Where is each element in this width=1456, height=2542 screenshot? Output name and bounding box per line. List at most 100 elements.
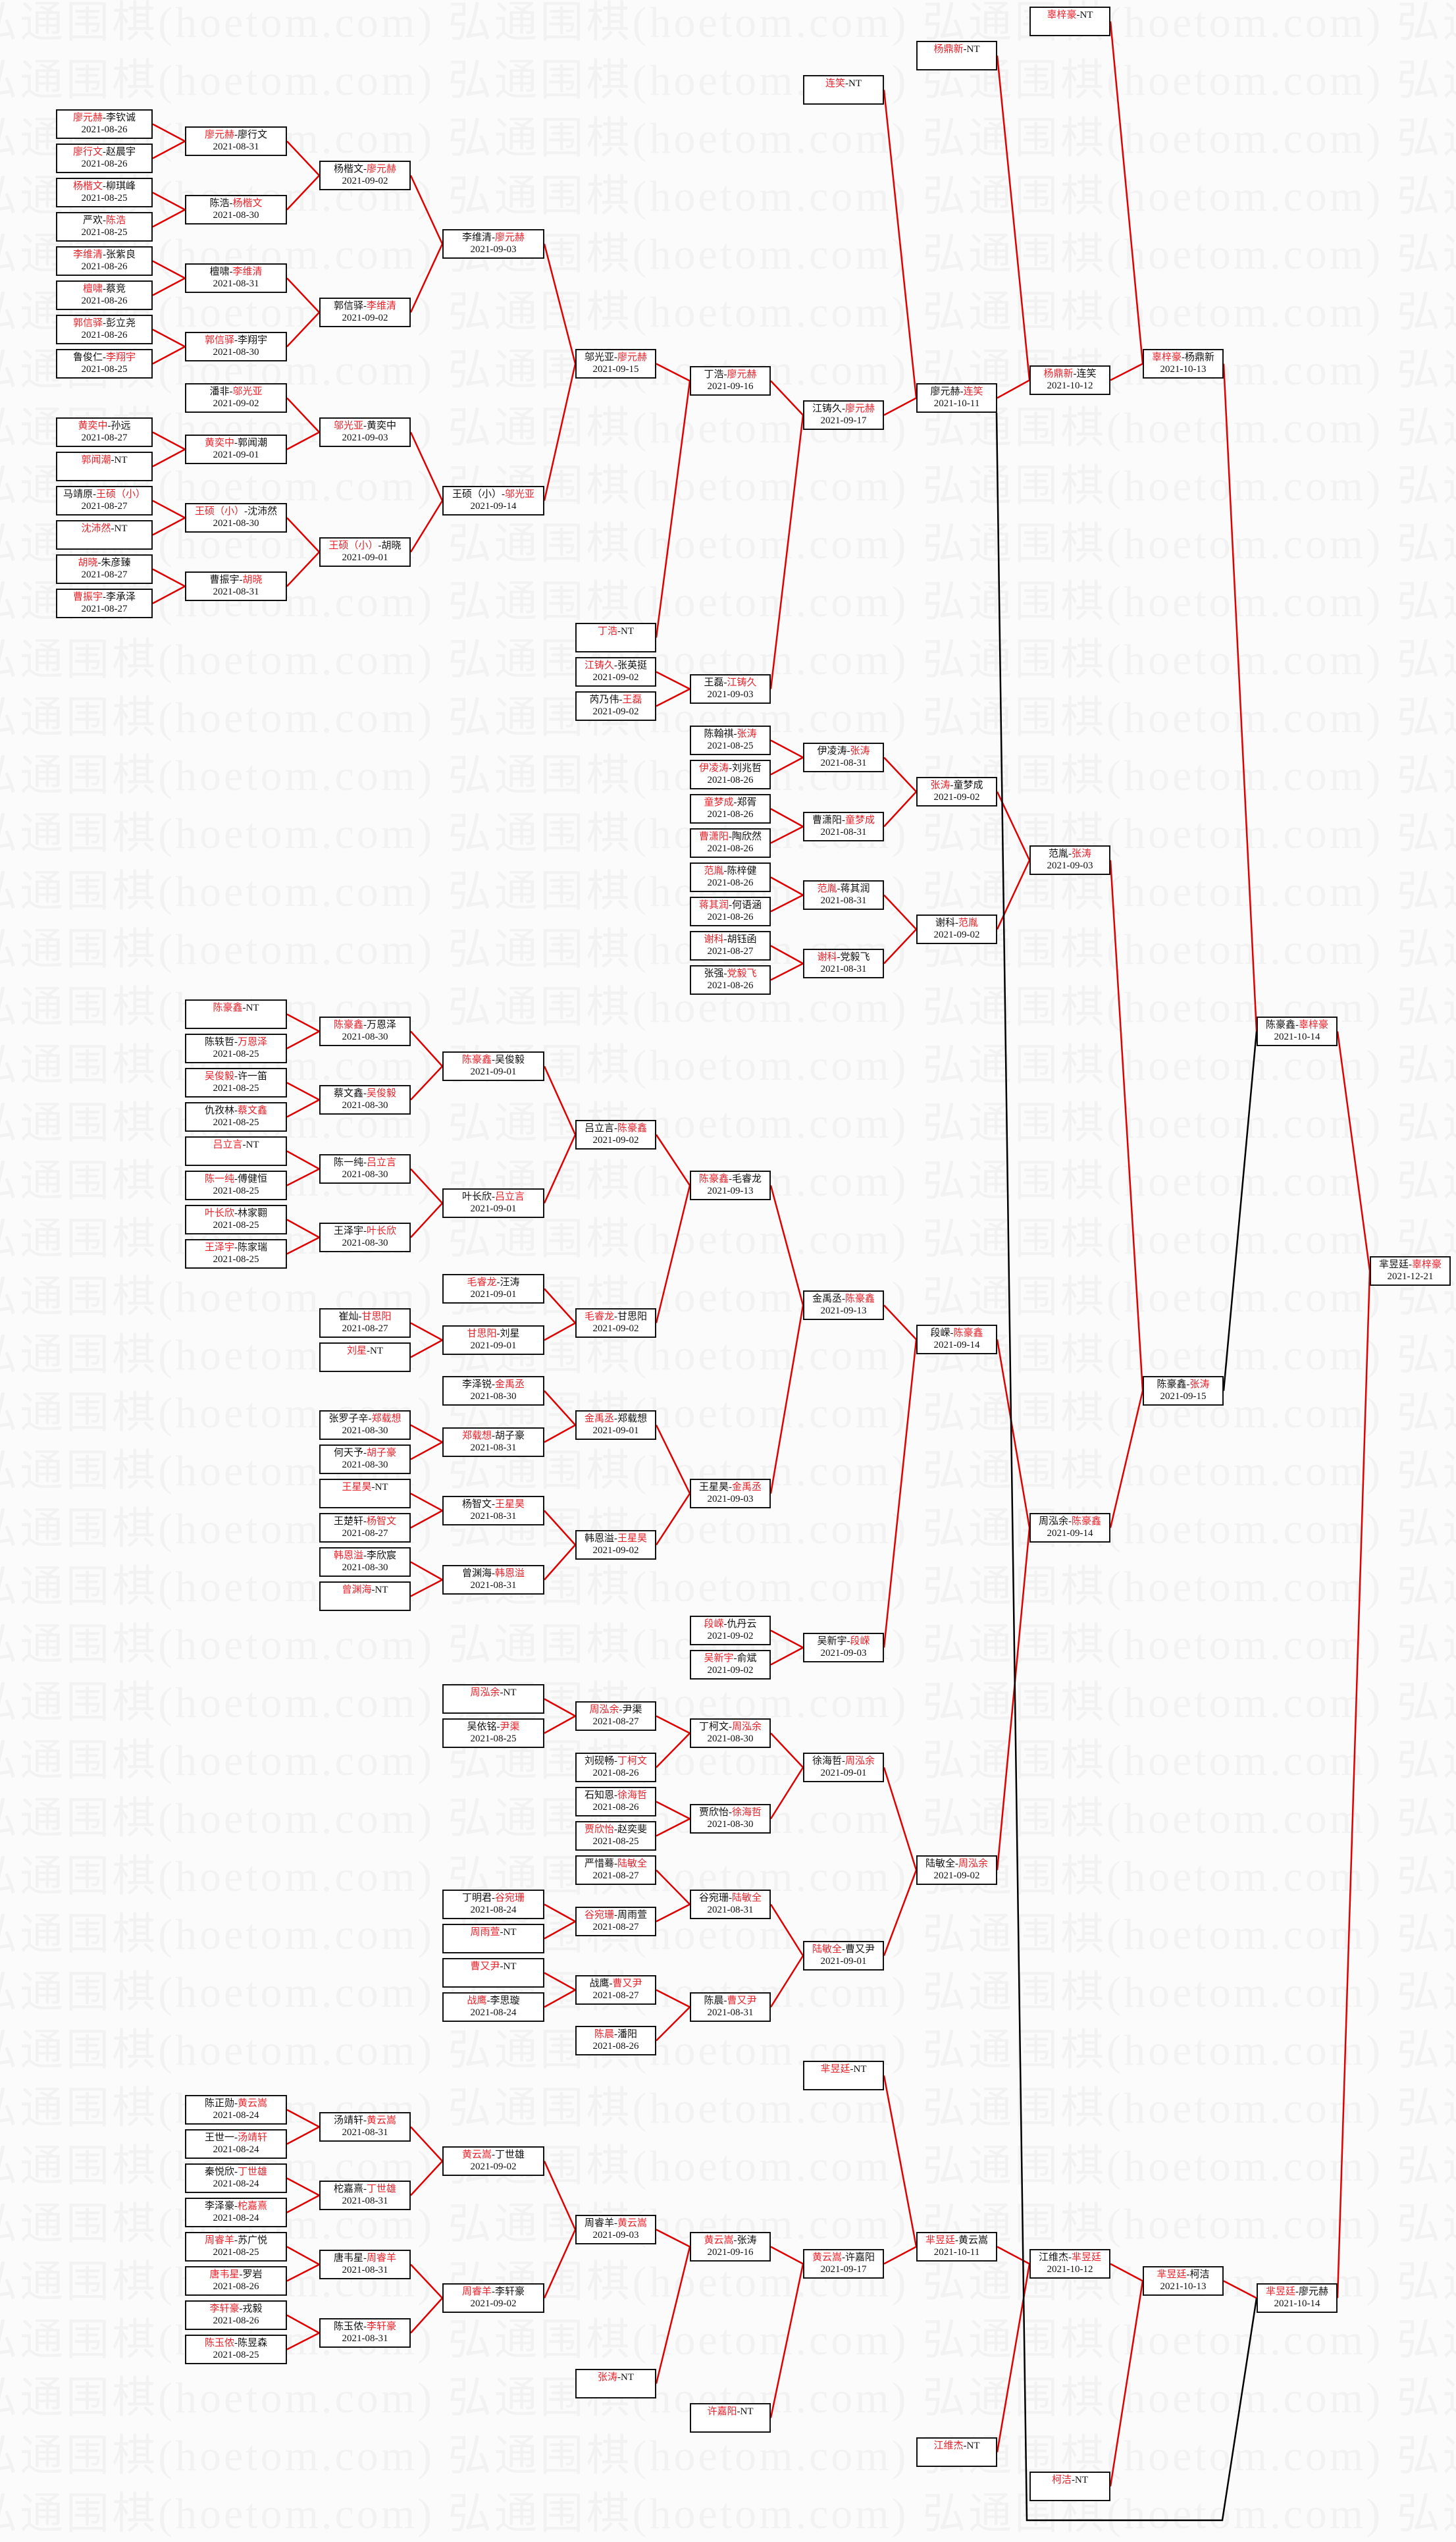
match-box[interactable]: 周泓余-尹渠 2021-08-27 <box>575 1701 656 1731</box>
bye-box[interactable]: 曾渊海-NT <box>319 1581 411 1611</box>
match-box[interactable]: 张强-党毅飞 2021-08-26 <box>690 965 771 995</box>
match-box[interactable]: 蒋其润-何语涵 2021-08-26 <box>690 897 771 926</box>
bye-box[interactable]: 郭闻潮-NT <box>56 452 153 481</box>
match-box[interactable]: 陈翰祺-张涛 2021-08-25 <box>690 726 771 755</box>
bye-box[interactable]: 周泓余-NT <box>442 1684 544 1714</box>
match-box[interactable]: 廖元赫-李钦诚 2021-08-26 <box>56 109 153 139</box>
match-box[interactable]: 李泽锐-金禹丞 2021-08-30 <box>442 1376 544 1406</box>
bye-box[interactable]: 沈沛然-NT <box>56 520 153 550</box>
match-box[interactable]: 王泽宇-陈家瑞 2021-08-25 <box>185 1239 287 1269</box>
match-box[interactable]: 周泓余-陈豪鑫 2021-09-14 <box>1029 1513 1110 1543</box>
match-box[interactable]: 吴新宇-段嵘 2021-09-03 <box>803 1633 884 1662</box>
match-box[interactable]: 陈豪鑫-吴俊毅 2021-09-01 <box>442 1051 544 1081</box>
match-box[interactable]: 韩恩溢-李欣宸 2021-08-30 <box>319 1547 411 1577</box>
match-box[interactable]: 徐海哲-周泓余 2021-09-01 <box>803 1753 884 1782</box>
match-box[interactable]: 王世一-汤靖轩 2021-08-24 <box>185 2129 287 2159</box>
match-box[interactable]: 战鹰-李思璇 2021-08-24 <box>442 1992 544 2022</box>
match-box[interactable]: 叶长欣-林家翾 2021-08-25 <box>185 1205 287 1234</box>
match-box[interactable]: 芈昱廷-辜梓豪 2021-12-21 <box>1370 1256 1451 1286</box>
match-box[interactable]: 李维清-张紫良 2021-08-26 <box>56 246 153 276</box>
match-box[interactable]: 韩恩溢-王星昊 2021-09-02 <box>575 1530 656 1560</box>
match-box[interactable]: 曹潇阳-陶欣然 2021-08-26 <box>690 828 771 858</box>
bye-box[interactable]: 张涛-NT <box>575 2369 656 2398</box>
match-box[interactable]: 段嵘-陈豪鑫 2021-09-14 <box>916 1325 997 1354</box>
match-box[interactable]: 檀啸-李维清 2021-08-31 <box>185 263 287 293</box>
match-box[interactable]: 唐韦星-周睿羊 2021-08-31 <box>319 2250 411 2279</box>
bye-box[interactable]: 柯洁-NT <box>1029 2472 1110 2501</box>
bye-box[interactable]: 许嘉阳-NT <box>690 2403 771 2433</box>
match-box[interactable]: 贾欣怡-赵奕斐 2021-08-25 <box>575 1821 656 1851</box>
match-box[interactable]: 王泽宇-叶长欣 2021-08-30 <box>319 1223 411 1252</box>
match-box[interactable]: 郭信驿-李翔宇 2021-08-30 <box>185 332 287 361</box>
match-box[interactable]: 陈一纯-傅健恒 2021-08-25 <box>185 1171 287 1200</box>
match-box[interactable]: 曹潇阳-童梦成 2021-08-31 <box>803 812 884 841</box>
match-box[interactable]: 秦悦欣-丁世雄 2021-08-24 <box>185 2163 287 2193</box>
match-box[interactable]: 杨楷文-廖元赫 2021-09-02 <box>319 161 411 190</box>
match-box[interactable]: 廖行文-赵晨宇 2021-08-26 <box>56 144 153 173</box>
match-box[interactable]: 王楚轩-杨智文 2021-08-27 <box>319 1513 411 1543</box>
match-box[interactable]: 潘非-邬光亚 2021-09-02 <box>185 383 287 413</box>
match-box[interactable]: 唐韦星-罗岩 2021-08-26 <box>185 2266 287 2296</box>
match-box[interactable]: 范胤-蒋其润 2021-08-31 <box>803 880 884 910</box>
match-box[interactable]: 吴依铭-尹渠 2021-08-25 <box>442 1718 544 1748</box>
match-box[interactable]: 童梦成-郑胥 2021-08-26 <box>690 794 771 824</box>
match-box[interactable]: 陆敏全-曹又尹 2021-09-01 <box>803 1941 884 1971</box>
match-box[interactable]: 陈一纯-吕立言 2021-08-30 <box>319 1154 411 1184</box>
match-box[interactable]: 杨智文-王星昊 2021-08-31 <box>442 1496 544 1525</box>
match-box[interactable]: 檀啸-蔡竞 2021-08-26 <box>56 280 153 310</box>
match-box[interactable]: 芈昱廷-黄云嵩 2021-10-11 <box>916 2232 997 2262</box>
match-box[interactable]: 陈玉侬-李轩豪 2021-08-31 <box>319 2318 411 2348</box>
match-box[interactable]: 严惜蓦-陆敏全 2021-08-27 <box>575 1855 656 1885</box>
bye-box[interactable]: 江维杰-NT <box>916 2437 997 2467</box>
match-box[interactable]: 黄奕中-郭闻潮 2021-09-01 <box>185 435 287 464</box>
match-box[interactable]: 毛睿龙-汪涛 2021-09-01 <box>442 1274 544 1304</box>
match-box[interactable]: 邬光亚-黄奕中 2021-09-03 <box>319 417 411 447</box>
bye-box[interactable]: 王星昊-NT <box>319 1479 411 1508</box>
match-box[interactable]: 严欢-陈浩 2021-08-25 <box>56 212 153 242</box>
match-box[interactable]: 廖元赫-连笑 2021-10-11 <box>916 383 997 413</box>
match-box[interactable]: 陈豪鑫-辜梓豪 2021-10-14 <box>1257 1017 1338 1046</box>
match-box[interactable]: 范胤-陈梓健 2021-08-26 <box>690 862 771 892</box>
match-box[interactable]: 王硕（小）-沈沛然 2021-08-30 <box>185 503 287 533</box>
match-box[interactable]: 陆敏全-周泓余 2021-09-02 <box>916 1855 997 1885</box>
match-box[interactable]: 谢科-党毅飞 2021-08-31 <box>803 949 884 978</box>
match-box[interactable]: 仇孜林-蔡文鑫 2021-08-25 <box>185 1102 287 1132</box>
match-box[interactable]: 谢科-胡钰函 2021-08-27 <box>690 931 771 961</box>
match-box[interactable]: 廖元赫-廖行文 2021-08-31 <box>185 126 287 156</box>
bye-box[interactable]: 丁浩-NT <box>575 623 656 652</box>
match-box[interactable]: 丁浩-廖元赫 2021-09-16 <box>690 366 771 396</box>
match-box[interactable]: 芮乃伟-王磊 2021-09-02 <box>575 691 656 721</box>
match-box[interactable]: 鲁俊仁-李翔宇 2021-08-25 <box>56 349 153 379</box>
match-box[interactable]: 江铸久-张英挺 2021-09-02 <box>575 657 656 687</box>
match-box[interactable]: 蔡文鑫-吴俊毅 2021-08-30 <box>319 1085 411 1115</box>
bye-box[interactable]: 连笑-NT <box>803 75 884 105</box>
match-box[interactable]: 黄云嵩-丁世雄 2021-09-02 <box>442 2146 544 2176</box>
match-box[interactable]: 陈豪鑫-张涛 2021-09-15 <box>1143 1376 1224 1406</box>
match-box[interactable]: 柁嘉熹-丁世雄 2021-08-31 <box>319 2181 411 2210</box>
match-box[interactable]: 吴俊毅-许一笛 2021-08-25 <box>185 1068 287 1098</box>
match-box[interactable]: 曹振宇-胡晓 2021-08-31 <box>185 571 287 601</box>
match-box[interactable]: 贾欣怡-徐海哲 2021-08-30 <box>690 1804 771 1834</box>
match-box[interactable]: 江铸久-廖元赫 2021-09-17 <box>803 400 884 430</box>
match-box[interactable]: 周睿羊-苏广悦 2021-08-25 <box>185 2232 287 2262</box>
match-box[interactable]: 胡晓-朱彦臻 2021-08-27 <box>56 554 153 584</box>
match-box[interactable]: 王星昊-金禹丞 2021-09-03 <box>690 1479 771 1508</box>
match-box[interactable]: 金禹丞-陈豪鑫 2021-09-13 <box>803 1290 884 1320</box>
match-box[interactable]: 范胤-张涛 2021-09-03 <box>1029 845 1110 875</box>
match-box[interactable]: 辜梓豪-杨鼎新 2021-10-13 <box>1143 349 1224 379</box>
match-box[interactable]: 王硕（小）-胡晓 2021-09-01 <box>319 537 411 567</box>
match-box[interactable]: 杨鼎新-连笑 2021-10-12 <box>1029 365 1110 395</box>
match-box[interactable]: 陈浩-杨楷文 2021-08-30 <box>185 195 287 225</box>
match-box[interactable]: 陈正勋-黄云嵩 2021-08-24 <box>185 2095 287 2125</box>
match-box[interactable]: 叶长欣-吕立言 2021-09-01 <box>442 1188 544 1218</box>
match-box[interactable]: 战鹰-曹又尹 2021-08-27 <box>575 1975 656 2005</box>
match-box[interactable]: 陈玉侬-陈昱森 2021-08-25 <box>185 2335 287 2364</box>
bye-box[interactable]: 陈豪鑫-NT <box>185 999 287 1029</box>
match-box[interactable]: 石知恩-徐海哲 2021-08-26 <box>575 1787 656 1816</box>
match-box[interactable]: 曹振宇-李承泽 2021-08-27 <box>56 589 153 618</box>
match-box[interactable]: 甘思阳-刘星 2021-09-01 <box>442 1325 544 1355</box>
match-box[interactable]: 郭信驿-李维清 2021-09-02 <box>319 298 411 327</box>
match-box[interactable]: 伊凌涛-张涛 2021-08-31 <box>803 743 884 772</box>
match-box[interactable]: 李轩豪-戎毅 2021-08-26 <box>185 2300 287 2330</box>
match-box[interactable]: 汤靖轩-黄云嵩 2021-08-31 <box>319 2112 411 2142</box>
